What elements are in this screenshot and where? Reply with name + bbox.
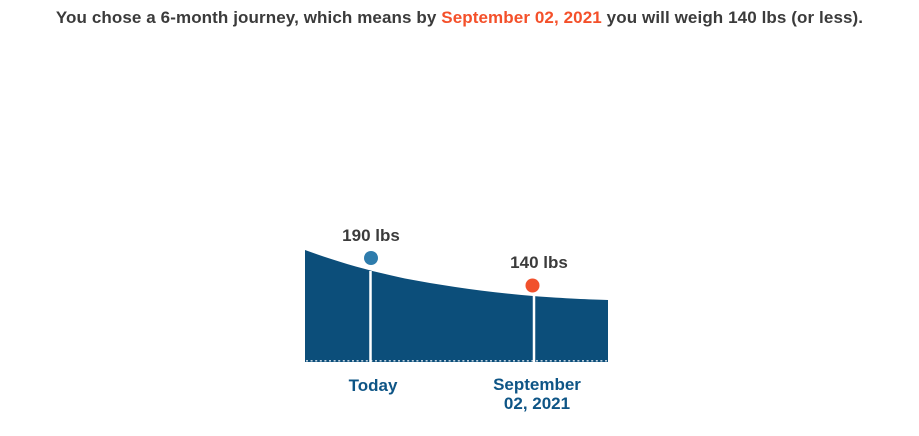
weight-decline-area <box>305 250 608 362</box>
x-axis-label-goal-date: September 02, 2021 <box>493 375 581 413</box>
x-axis-label-today: Today <box>348 376 398 395</box>
headline-suffix: you will weigh 140 lbs (or less). <box>601 8 864 27</box>
weight-area-svg <box>305 250 608 362</box>
start-weight-dot <box>364 251 378 265</box>
journey-headline: You chose a 6-month journey, which means… <box>0 7 919 29</box>
headline-prefix: You chose a 6-month journey, which means… <box>55 8 442 27</box>
goal-weight-dot <box>525 278 540 293</box>
weight-projection-chart <box>305 250 608 362</box>
start-weight-label: 190 lbs <box>342 226 400 245</box>
headline-target-date: September 02, 2021 <box>441 8 602 27</box>
goal-weight-label: 140 lbs <box>510 253 568 272</box>
